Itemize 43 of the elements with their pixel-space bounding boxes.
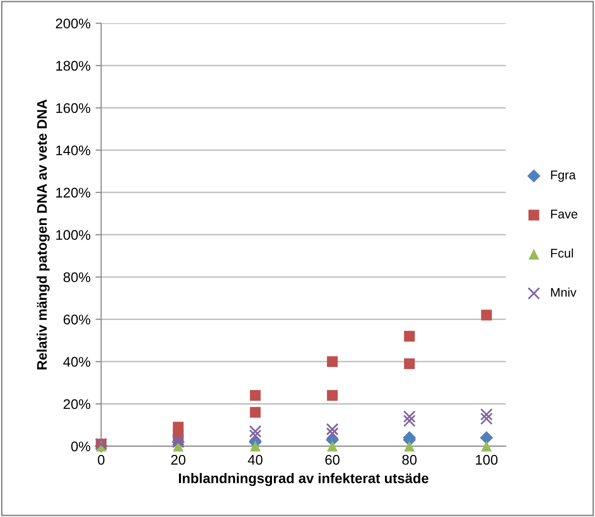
x-tick-label: 40 [248, 454, 262, 465]
point [326, 356, 338, 367]
point [326, 390, 338, 401]
legend-label: Mniv [551, 288, 576, 297]
point [326, 423, 339, 436]
point [249, 425, 262, 438]
x-tick-label: 20 [171, 454, 186, 465]
x-tick-label: 80 [402, 454, 417, 465]
y-axis-title: Relativ mängd patogen DNA av vete DNA [36, 100, 50, 370]
y-tick-label: 180% [56, 60, 90, 71]
point [481, 310, 492, 320]
point [404, 440, 415, 452]
y-tick-label: 160% [56, 103, 90, 114]
legend-label: Fave [551, 210, 578, 218]
y-tick-label: 60% [64, 314, 90, 324]
point [404, 358, 415, 370]
point [404, 330, 415, 342]
legend-label: Fgra [551, 170, 576, 182]
y-tick-label: 100% [56, 230, 90, 240]
y-tick-label: 200% [56, 18, 90, 28]
point [481, 440, 492, 452]
point [249, 429, 262, 442]
point [250, 390, 261, 401]
point [250, 406, 261, 418]
y-tick-label: 80% [64, 272, 90, 282]
legend-label: Fcul [551, 248, 573, 258]
y-tick-label: 20% [64, 399, 90, 410]
x-tick-label: 100 [476, 454, 498, 465]
point [250, 440, 261, 452]
point [403, 410, 416, 423]
point [480, 431, 494, 444]
point [403, 414, 416, 428]
x-tick-label: 0 [98, 454, 104, 465]
x-tick-label: 60 [325, 454, 340, 465]
y-tick-label: 120% [56, 188, 90, 198]
y-tick-label: 140% [56, 145, 90, 156]
y-tick-label: 0% [71, 442, 90, 452]
point [480, 412, 493, 425]
x-axis-title: Inblandningsgrad av infekterat utsäde [178, 473, 428, 486]
point [326, 440, 338, 452]
y-tick-label: 40% [63, 356, 90, 367]
point [326, 427, 339, 440]
point [480, 408, 493, 421]
